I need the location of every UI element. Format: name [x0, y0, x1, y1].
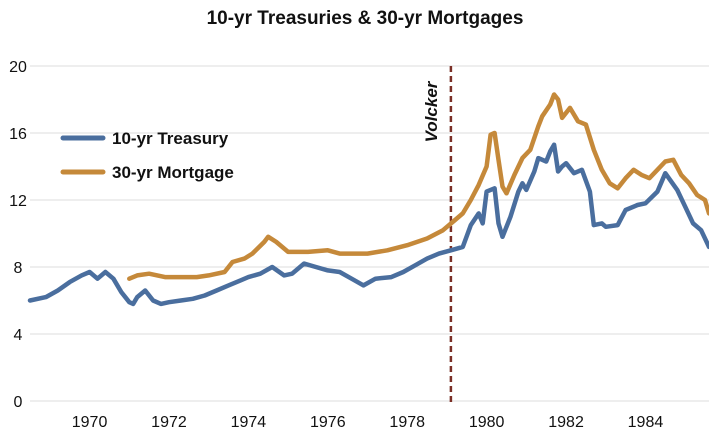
volcker-label: Volcker [422, 80, 441, 142]
series-line-10-yr-treasury [27, 142, 709, 307]
y-tick-label: 8 [14, 260, 23, 277]
series-line-30-yr-mortgage [127, 92, 709, 281]
legend-label-30yr-mortgage: 30-yr Mortgage [112, 163, 234, 182]
x-tick-label: 1970 [72, 414, 108, 431]
y-tick-label: 20 [9, 59, 27, 76]
legend: 10-yr Treasury 30-yr Mortgage [60, 129, 234, 182]
x-tick-label: 1980 [469, 414, 505, 431]
x-tick-label: 1974 [231, 414, 267, 431]
y-axis-tick-labels: 0 4 8 12 16 20 [9, 59, 27, 411]
x-axis-tick-labels: 1970 1972 1974 1976 1978 1980 1982 1984 [72, 414, 664, 431]
y-tick-label: 4 [14, 327, 23, 344]
x-tick-label: 1978 [389, 414, 425, 431]
volcker-annotation: Volcker [422, 66, 453, 404]
chart-title: 10-yr Treasuries & 30-yr Mortgages [207, 8, 524, 29]
legend-label-10yr-treasury: 10-yr Treasury [112, 129, 229, 148]
y-tick-label: 12 [9, 193, 27, 210]
x-tick-label: 1976 [310, 414, 346, 431]
y-tick-label: 16 [9, 126, 27, 143]
y-tick-label: 0 [14, 394, 23, 411]
x-tick-label: 1982 [548, 414, 584, 431]
series-lines [27, 92, 709, 307]
gridlines [30, 65, 709, 402]
x-tick-label: 1972 [151, 414, 187, 431]
x-tick-label: 1984 [628, 414, 664, 431]
